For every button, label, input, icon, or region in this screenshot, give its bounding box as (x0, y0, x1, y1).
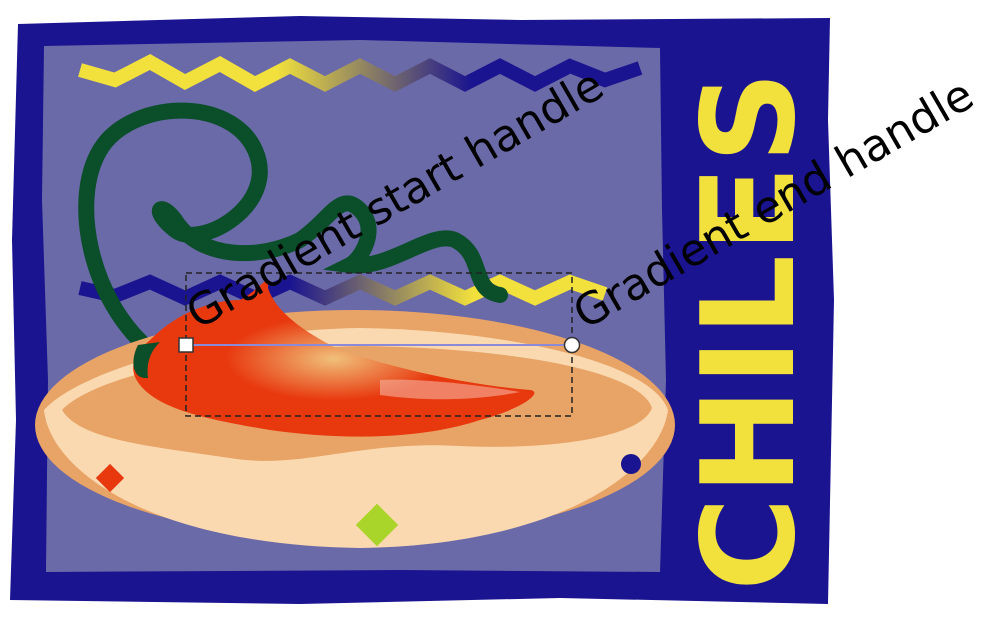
pepper-stem-vine (78, 102, 508, 358)
middle-zigzag (78, 274, 608, 306)
navy-dot (621, 454, 641, 474)
gradient-bounding-box (185, 272, 573, 417)
gradient-start-handle[interactable] (178, 337, 194, 353)
gradient-end-handle[interactable] (563, 336, 581, 354)
pepper-cap (133, 342, 160, 379)
top-zigzag (78, 54, 643, 92)
chiles-wordmark-text: CHILES (675, 69, 824, 591)
chiles-wordmark: CHILES (675, 69, 824, 591)
pepper-highlight (380, 379, 520, 400)
